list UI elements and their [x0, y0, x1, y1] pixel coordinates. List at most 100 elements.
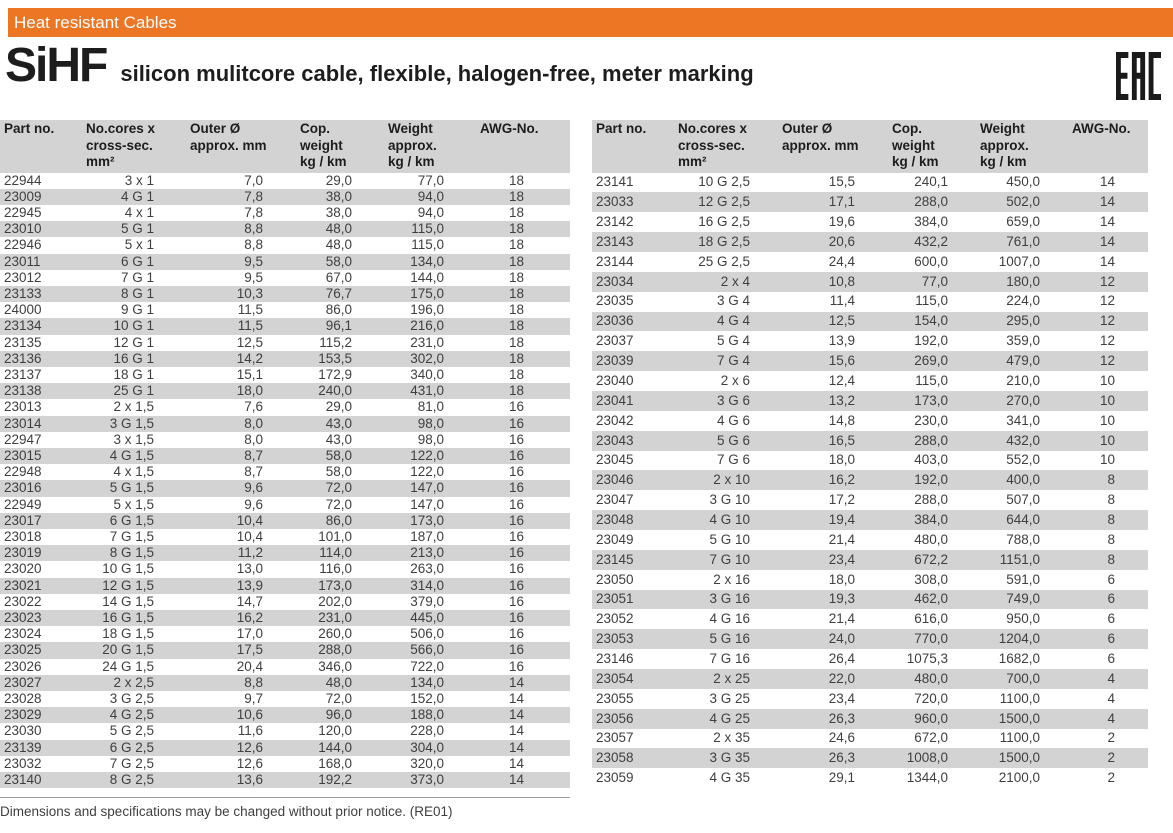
- cell-awg: 18: [508, 366, 524, 382]
- cell-weight: 98,0: [417, 431, 444, 447]
- cell-cores: 12 G 2,5: [698, 194, 750, 210]
- cell-outer: 16,2: [828, 472, 855, 488]
- cell-outer: 7,0: [244, 172, 263, 188]
- table-row: 23023 16 G 1,5 16,2 231,0 445,0 16: [0, 609, 570, 627]
- cell-cores: 12 G 1: [113, 334, 154, 350]
- cell-awg: 10: [1099, 372, 1115, 388]
- cell-part: 23041: [596, 392, 634, 408]
- table-row: 23037 5 G 4 13,9 192,0 359,0 12: [592, 331, 1148, 351]
- cell-weight: 231,0: [410, 334, 444, 350]
- table-row: 23009 4 G 1 7,8 38,0 94,0 18: [0, 188, 570, 205]
- table-row: 23024 18 G 1,5 17,0 260,0 506,0 16: [0, 626, 570, 642]
- table-row: 23058 3 G 35 26,3 1008,0 1500,0 2: [592, 748, 1148, 769]
- col-header-cores: No.cores x cross-sec. mm²: [86, 120, 190, 173]
- cell-part: 23143: [596, 233, 634, 249]
- cell-awg: 8: [1107, 511, 1115, 527]
- cell-part: 23027: [4, 674, 42, 690]
- cell-outer: 9,5: [244, 269, 263, 285]
- table-row: 23135 12 G 1 12,5 115,2 231,0 18: [0, 335, 570, 351]
- cell-cores: 4 G 2,5: [109, 707, 154, 723]
- table-row: 23137 18 G 1 15,1 172,9 340,0 18: [0, 367, 570, 383]
- cell-awg: 14: [508, 723, 524, 739]
- cell-weight: 228,0: [410, 723, 444, 739]
- cell-cop: 67,0: [325, 269, 352, 285]
- cell-awg: 18: [508, 269, 524, 285]
- cell-outer: 17,5: [236, 642, 263, 658]
- cell-outer: 13,9: [236, 577, 263, 593]
- cell-weight: 950,0: [1006, 611, 1040, 627]
- cell-outer: 10,4: [236, 512, 263, 528]
- cell-weight: 270,0: [1006, 392, 1040, 408]
- col-header-weight: Weight approx. kg / km: [388, 120, 480, 173]
- cell-weight: 506,0: [410, 626, 444, 642]
- cell-awg: 8: [1107, 492, 1115, 508]
- cell-part: 23042: [596, 412, 634, 428]
- cell-part: 23135: [4, 334, 42, 350]
- cell-awg: 12: [1099, 333, 1115, 349]
- cell-cop: 153,5: [318, 350, 352, 366]
- cell-awg: 12: [1099, 313, 1115, 329]
- cell-cop: 29,0: [325, 172, 352, 188]
- cell-cores: 18 G 2,5: [698, 233, 750, 249]
- cell-cop: 346,0: [318, 658, 352, 674]
- cell-weight: 431,0: [410, 383, 444, 399]
- cell-awg: 16: [508, 528, 524, 544]
- cell-outer: 11,4: [829, 293, 855, 309]
- table-row: 23013 2 x 1,5 7,6 29,0 81,0 16: [0, 399, 570, 415]
- cell-cop: 72,0: [325, 496, 352, 512]
- cell-weight: 134,0: [410, 253, 444, 269]
- cell-part: 22948: [4, 464, 42, 480]
- table-row: 23025 20 G 1,5 17,5 288,0 566,0 16: [0, 642, 570, 659]
- cell-outer: 8,7: [244, 447, 263, 463]
- cell-cores: 10 G 2,5: [698, 174, 750, 190]
- footer-note: Dimensions and specifications may be cha…: [0, 804, 453, 819]
- cell-weight: 788,0: [1006, 531, 1040, 547]
- cell-cop: 58,0: [325, 447, 352, 463]
- table-row: 23144 25 G 2,5 24,4 600,0 1007,0 14: [592, 252, 1148, 272]
- cell-weight: 122,0: [410, 464, 444, 480]
- table-row: 23059 4 G 35 29,1 1344,0 2100,0 2: [592, 768, 1148, 788]
- table-row: 23143 18 G 2,5 20,6 432,2 761,0 14: [592, 232, 1148, 252]
- cell-cores: 4 G 10: [709, 511, 750, 527]
- cell-outer: 21,4: [828, 611, 855, 627]
- cell-outer: 9,6: [244, 496, 263, 512]
- cell-weight: 263,0: [410, 561, 444, 577]
- cell-outer: 12,6: [236, 755, 263, 771]
- cell-outer: 20,6: [828, 233, 855, 249]
- cell-awg: 18: [508, 204, 524, 220]
- cell-awg: 12: [1099, 353, 1115, 369]
- table-row: 23142 16 G 2,5 19,6 384,0 659,0 14: [592, 212, 1148, 232]
- cell-outer: 12,5: [828, 313, 855, 329]
- cell-part: 23055: [596, 690, 634, 706]
- cell-awg: 18: [508, 237, 524, 253]
- cell-cores: 4 x 1,5: [113, 464, 154, 480]
- cell-cop: 288,0: [318, 642, 352, 658]
- table-row: 23047 3 G 10 17,2 288,0 507,0 8: [592, 490, 1148, 510]
- cell-cores: 3 G 16: [709, 591, 750, 607]
- cell-part: 23030: [4, 723, 42, 739]
- cell-part: 23045: [596, 452, 634, 468]
- cell-awg: 18: [508, 188, 524, 204]
- table-row: 23145 7 G 10 23,4 672,2 1151,0 8: [592, 549, 1148, 570]
- cell-cores: 2 x 10: [713, 472, 750, 488]
- cell-awg: 16: [508, 658, 524, 674]
- cell-part: 23014: [4, 415, 42, 431]
- cell-cop: 86,0: [325, 302, 352, 318]
- cell-awg: 10: [1099, 432, 1115, 448]
- table-row: 23040 2 x 6 12,4 115,0 210,0 10: [592, 371, 1148, 391]
- cell-outer: 11,6: [237, 723, 263, 739]
- table-row: 23140 8 G 2,5 13,6 192,2 373,0 14: [0, 772, 570, 789]
- cell-part: 23022: [4, 593, 42, 609]
- cell-part: 23017: [4, 512, 42, 528]
- cell-cop: 231,0: [318, 609, 352, 625]
- cell-awg: 8: [1107, 551, 1115, 567]
- cell-part: 23052: [596, 611, 634, 627]
- cell-part: 23010: [4, 221, 42, 237]
- cell-part: 23034: [596, 273, 634, 289]
- cell-weight: 134,0: [410, 674, 444, 690]
- cell-part: 23012: [4, 269, 42, 285]
- table-row: 23141 10 G 2,5 15,5 240,1 450,0 14: [592, 173, 1148, 193]
- cell-outer: 8,7: [244, 464, 263, 480]
- cell-outer: 11,5: [237, 302, 263, 318]
